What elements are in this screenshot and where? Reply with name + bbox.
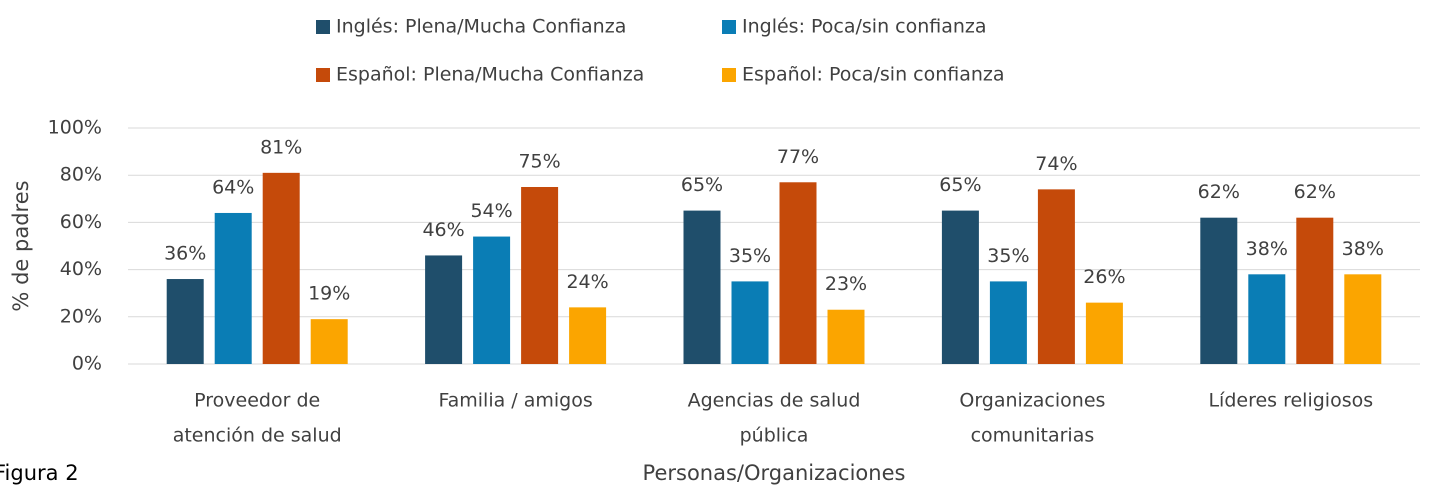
y-tick-label: 80% [60,164,102,186]
data-label: 74% [1035,153,1077,175]
bar [521,187,559,364]
data-label: 62% [1198,181,1240,203]
data-label: 65% [681,174,723,196]
legend-swatch [316,68,330,82]
x-tick-label: pública [740,425,809,447]
data-label: 64% [212,176,254,198]
legend-label: Español: Plena/Mucha Confianza [336,64,644,86]
bar [310,319,348,364]
data-label: 35% [987,245,1029,267]
y-tick-label: 40% [60,258,102,280]
bar [1037,189,1075,364]
data-label: 54% [470,200,512,222]
data-label: 38% [1342,238,1384,260]
legend-label: Español: Poca/sin confianza [742,64,1005,86]
x-tick-label: Organizaciones [959,390,1105,412]
x-tick-label: Familia / amigos [438,390,592,412]
data-label: 19% [308,283,350,305]
x-axis-label: Personas/Organizaciones [643,461,906,485]
bar [683,210,721,364]
bar [941,210,979,364]
data-label: 38% [1246,238,1288,260]
bar [425,255,463,364]
legend-label: Inglés: Plena/Mucha Confianza [336,16,626,38]
data-label: 62% [1294,181,1336,203]
x-tick-label: atención de salud [173,425,342,447]
x-tick-label: Agencias de salud [688,390,861,412]
y-axis-label: % de padres [9,180,33,311]
data-label: 26% [1083,266,1125,288]
data-label: 24% [566,271,608,293]
bar [827,309,865,364]
x-tick-label: comunitarias [971,425,1095,447]
y-tick-label: 20% [60,305,102,327]
x-tick-label: Líderes religiosos [1208,390,1373,412]
bar [262,172,300,364]
bar [731,281,769,364]
bar [1248,274,1286,364]
legend-swatch [722,68,736,82]
bar [1296,217,1334,364]
legend-label: Inglés: Poca/sin confianza [742,16,987,38]
data-label: 81% [260,136,302,158]
y-tick-label: 0% [72,353,102,375]
legend-swatch [722,20,736,34]
y-tick-label: 100% [48,117,102,139]
bar [166,279,204,364]
data-label: 77% [777,146,819,168]
bar [569,307,607,364]
data-label: 75% [518,151,560,173]
x-tick-label: Proveedor de [194,390,320,412]
data-label: 46% [422,219,464,241]
bar [1200,217,1238,364]
bar [214,212,252,364]
y-tick-label: 60% [60,211,102,233]
legend-swatch [316,20,330,34]
bar [473,236,511,364]
bar [1085,302,1123,364]
bar [779,182,817,364]
data-label: 35% [729,245,771,267]
data-label: 23% [825,273,867,295]
data-label: 36% [164,243,206,265]
caption: Figura 2 [0,461,79,485]
data-label: 65% [939,174,981,196]
bar [1344,274,1382,364]
bar [989,281,1027,364]
